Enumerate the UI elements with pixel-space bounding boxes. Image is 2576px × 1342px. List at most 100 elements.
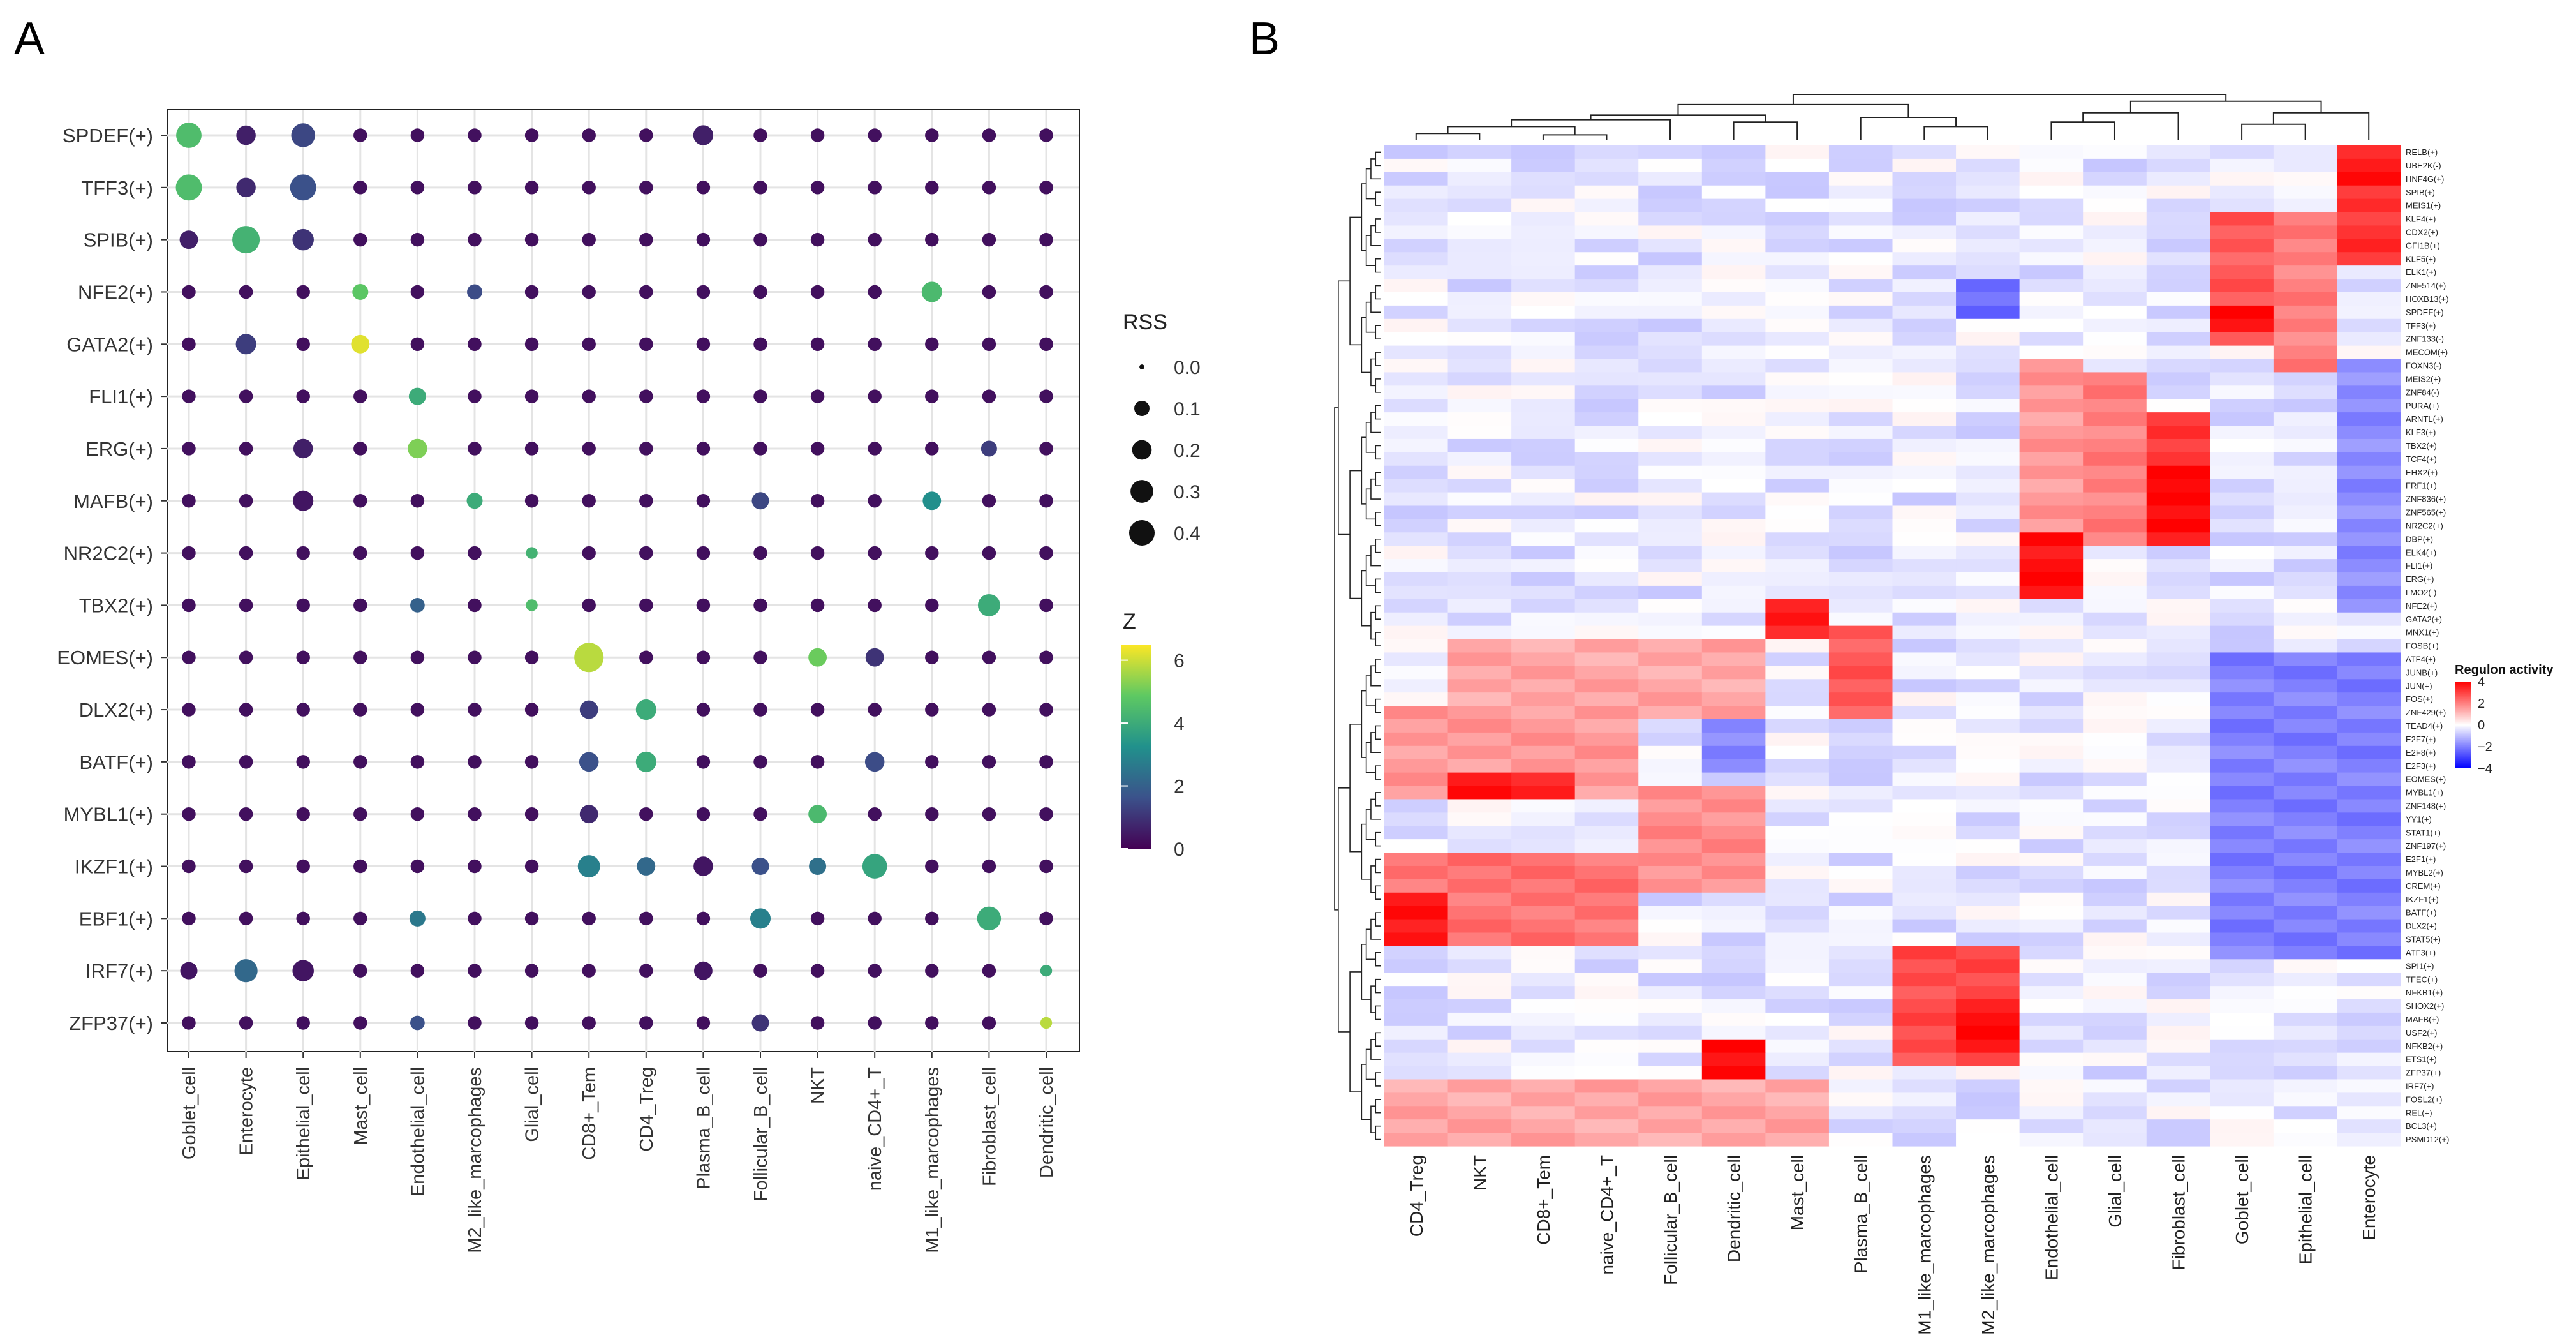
heat-cell [1892,225,1957,239]
heat-cell [1892,332,1957,347]
row-label: ZNF84(-) [2406,387,2439,397]
dot-ZFP37(+)-Goblet_cell [182,1016,196,1030]
dot-BATF(+)-CD4_Treg [635,751,656,772]
heat-cell [2337,519,2401,533]
heat-cell [2273,1106,2338,1120]
heat-cell [1956,158,2020,173]
heat-cell [2337,426,2401,440]
heat-cell [1956,1133,2020,1147]
heat-cell [1828,172,1893,186]
heat-cell [2019,1133,2084,1147]
heat-cell [1511,679,1576,693]
dot-IRF7(+)-M2_like_marcophages [468,964,482,978]
heat-cell [1574,839,1639,853]
heat-cell [2019,639,2084,653]
heat-cell [2210,399,2274,413]
heat-cell [1574,305,1639,320]
heat-cell [1447,385,1512,399]
heat-cell [1701,412,1766,426]
heat-cell [1828,212,1893,227]
heat-cell [1765,745,1830,760]
heat-cell [2146,1052,2210,1067]
heat-cell [1765,906,1830,920]
heat-cell [1574,666,1639,680]
col-label: Glial_cell [2105,1155,2125,1228]
heat-cell [1892,932,1957,946]
size-legend-label: 0.0 [1174,357,1201,378]
heatmap-legend-bar [2455,682,2471,768]
heat-cell [1828,799,1893,813]
heat-cell [1447,212,1512,227]
heat-cell [2210,1133,2274,1147]
heat-cell [2083,412,2147,426]
heat-cell [1765,332,1830,347]
heat-cell [2019,318,2084,333]
row-dendrogram-branch [1375,885,1381,900]
heat-cell [2083,1092,2147,1107]
heat-cell [1956,932,2020,946]
heat-cell [2019,1012,2084,1027]
heat-cell [1828,919,1893,934]
dot-FLI1(+)-naive_CD4+_T [868,389,882,403]
heat-cell [1511,185,1576,200]
heat-cell [2083,666,2147,680]
heat-cell [2337,879,2401,893]
heat-cell [1638,986,1703,1000]
heat-cell [2146,198,2210,213]
heat-cell [2146,919,2210,934]
dot-BATF(+)-Follicular_B_cell [753,755,767,769]
heat-cell [2210,879,2274,893]
color-legend-title: Z [1123,609,1136,634]
dot-GATA2(+)-Endothelial_cell [410,337,425,352]
heat-cell [2337,1119,2401,1133]
heat-cell [1956,572,2020,586]
heat-cell [2273,158,2338,173]
heat-cell [2210,1119,2274,1133]
heat-cell [1511,599,1576,613]
heat-cell [2210,438,2274,453]
heat-cell [2146,732,2210,747]
heat-cell [1447,879,1512,893]
heat-cell [1574,745,1639,760]
heat-cell [1384,732,1449,747]
heat-cell [2273,198,2338,213]
dot-EBF1(+)-Plasma_B_cell [696,911,711,926]
heat-cell [2210,906,2274,920]
heat-cell [1892,666,1957,680]
heat-cell [2273,332,2338,347]
heat-cell [1892,1092,1957,1107]
dot-ZFP37(+)-NKT [810,1016,825,1030]
heat-cell [2019,158,2084,173]
heat-cell [2083,932,2147,946]
heat-cell [2273,679,2338,693]
heat-cell [1384,853,1449,867]
x-tick-label: CD8+_Tem [579,1067,600,1160]
dot-SPIB(+)-Dendritic_cell [1039,232,1053,247]
row-dendrogram-branch [1375,325,1381,339]
dot-MYBL1(+)-naive_CD4+_T [868,807,882,821]
heat-cell [1638,865,1703,880]
heat-cell [1384,1052,1449,1067]
heat-cell [1574,1079,1639,1093]
heat-cell [1511,145,1576,160]
heat-cell [2019,706,2084,720]
heatmap-legend-title: Regulon activity [2455,663,2554,677]
col-label: Dendritic_cell [1724,1155,1744,1262]
heat-cell [2210,826,2274,840]
heat-cell [1828,292,1893,306]
heat-cell [1447,546,1512,560]
heat-cell [2019,612,2084,627]
heat-cell [2337,692,2401,706]
heat-cell [1638,465,1703,480]
dot-FLI1(+)-Plasma_B_cell [696,389,711,403]
dot-GATA2(+)-Goblet_cell [182,337,196,352]
heat-cell [1956,973,2020,987]
heat-cell [2083,372,2147,386]
heat-cell [2337,732,2401,747]
heat-cell [1511,799,1576,813]
heat-cell [1956,919,2020,934]
heat-cell [1511,1133,1576,1147]
heat-cell [2019,359,2084,373]
dot-FLI1(+)-Enterocyte [239,389,253,403]
heat-cell [2083,1106,2147,1120]
